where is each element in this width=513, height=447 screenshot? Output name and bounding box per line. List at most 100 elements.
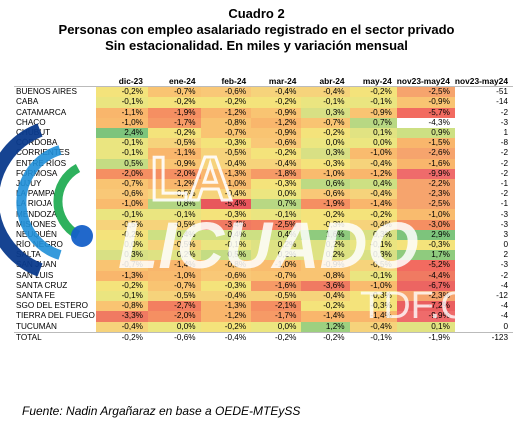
total-value: -0,4%: [200, 331, 252, 343]
value-cell: 0,3%: [349, 250, 397, 261]
value-cell: -0,9%: [396, 97, 455, 108]
value-cell: -0,6%: [251, 138, 302, 149]
province-name: TUCUMÁN: [16, 321, 57, 331]
value-cell: -0,3%: [349, 290, 397, 302]
value-cell: 0,1%: [349, 127, 397, 139]
value-cell: -2: [500, 168, 508, 178]
value-cell: 0,4%: [349, 178, 397, 190]
total-value: -0,2%: [301, 331, 350, 343]
value-cell: -0,5%: [251, 290, 302, 302]
value-cell: 0,0%: [147, 321, 201, 333]
value-cell: -0,2%: [147, 127, 201, 139]
value-cell: 0,3%: [349, 229, 397, 240]
province-name: CATAMARCA: [16, 107, 67, 117]
employment-table: dic-23 ene-24 feb-24 mar-24 abr-24 may-2…: [14, 76, 513, 343]
province-name: SALTA: [16, 250, 41, 260]
header-row: dic-23 ene-24 feb-24 mar-24 abr-24 may-2…: [14, 76, 513, 88]
value-cell: -0,1%: [301, 97, 350, 108]
value-cell: -51: [496, 87, 508, 97]
value-cell: -0,2%: [95, 229, 148, 240]
value-cell: -0,6%: [301, 189, 350, 200]
total-value: -0,6%: [147, 331, 201, 343]
value-cell: -0,4%: [200, 158, 252, 169]
table-row: SGO DEL ESTERO -0,8% -2,7% -1,3% -2,1% -0,2% -…: [14, 301, 513, 312]
value-cell: 0,9%: [396, 127, 455, 139]
value-cell: -12: [496, 291, 508, 301]
value-cell: 2,4%: [95, 127, 148, 139]
province-name: RÍO NEGRO: [16, 240, 63, 250]
value-cell: -0,1%: [95, 138, 148, 149]
value-cell: 3: [503, 229, 508, 239]
value-cell: -14: [496, 97, 508, 107]
value-cell: -0,9%: [147, 158, 201, 169]
table-row: SALTA 0,3% 0,2% 0,5% 0,2% 0,2% 0,3% 1,7% 2: [14, 250, 513, 261]
province-name: LA RIOJA: [16, 199, 52, 209]
table-row: SANTA FE -0,1% -0,5% -0,4% -0,5% -0,4% -0,3% -2…: [14, 290, 513, 302]
value-cell: 0,6%: [301, 178, 350, 190]
province-name: FORMOSA: [16, 168, 58, 178]
value-cell: -1,0%: [95, 117, 148, 128]
province-name: CHACO: [16, 117, 46, 127]
value-cell: -1,6%: [251, 280, 302, 291]
total-value: -123: [454, 331, 513, 343]
table-title: Personas con empleo asalariado registrad…: [58, 22, 455, 37]
value-cell: -2,0%: [147, 168, 201, 179]
table-subtitle: Sin estacionalidad. En miles y variación…: [105, 38, 408, 53]
value-cell: -0,5%: [95, 219, 148, 230]
value-cell: -1,5%: [396, 138, 455, 149]
value-cell: -0,2%: [349, 209, 397, 220]
province-name: ENTRE RÍOS: [16, 158, 67, 168]
province-name: SAN LUIS: [16, 270, 54, 280]
value-cell: -0,1%: [95, 148, 148, 159]
value-cell: -2,3%: [396, 189, 455, 200]
value-cell: 0,4%: [200, 229, 252, 240]
value-cell: -0,3%: [349, 301, 397, 312]
value-cell: -0,1%: [200, 240, 252, 251]
value-cell: -1,4%: [147, 260, 201, 271]
table-row: TIERRA DEL FUEGO -3,3% -2,0% -1,2% -1,7% -1,4…: [14, 311, 513, 322]
value-cell: -2,1%: [251, 301, 302, 312]
value-cell: -1,8%: [251, 168, 302, 179]
value-cell: -0,2%: [95, 280, 148, 291]
value-cell: -1,0%: [251, 260, 302, 271]
value-cell: -9,9%: [396, 311, 455, 322]
value-cell: -0,7%: [147, 86, 201, 98]
value-cell: 2: [503, 250, 508, 260]
value-cell: -4: [500, 311, 508, 321]
value-cell: -0,5%: [147, 290, 201, 302]
value-cell: -0,2%: [301, 209, 350, 220]
value-cell: -0,6%: [200, 86, 252, 98]
value-cell: -0,1%: [349, 97, 397, 108]
value-cell: -0,1%: [95, 290, 148, 302]
value-cell: 0,5%: [95, 158, 148, 169]
header-col: nov23-may24: [454, 76, 513, 88]
value-cell: -0,5%: [200, 148, 252, 159]
value-cell: -1,0%: [301, 168, 350, 179]
province-name: SANTA FE: [16, 291, 55, 301]
value-cell: -0,8%: [200, 117, 252, 128]
value-cell: -0,4%: [349, 219, 397, 230]
value-cell: -0,1%: [95, 209, 148, 220]
value-cell: -7,2%: [396, 301, 455, 312]
value-cell: -0,9%: [301, 260, 350, 271]
value-cell: -0,7%: [95, 178, 148, 190]
value-cell: 0,0%: [251, 189, 302, 200]
value-cell: 0,7%: [251, 199, 302, 210]
table-row: CHACO -1,0% -1,7% -0,8% -1,2% -0,7% 0,7% -4,3% -…: [14, 117, 513, 128]
value-cell: -1,0%: [349, 280, 397, 291]
value-cell: -0,3%: [200, 138, 252, 149]
value-cell: -0,1%: [251, 209, 302, 220]
value-cell: -0,2%: [251, 97, 302, 108]
province-name: MISIONES: [16, 219, 57, 229]
value-cell: -0,4%: [95, 321, 148, 333]
total-value: -0,1%: [349, 331, 397, 343]
table-row: CABA -0,1% -0,2% -0,2% -0,2% -0,1% -0,1% -0,9% -…: [14, 97, 513, 108]
value-cell: -0,6%: [95, 189, 148, 200]
value-cell: -9,9%: [396, 168, 455, 179]
value-cell: -2,5%: [396, 199, 455, 210]
value-cell: -0,4%: [349, 321, 397, 333]
value-cell: 0,4%: [147, 229, 201, 240]
value-cell: -3,0%: [396, 219, 455, 230]
value-cell: -2: [500, 189, 508, 199]
value-cell: -0,7%: [301, 117, 350, 128]
